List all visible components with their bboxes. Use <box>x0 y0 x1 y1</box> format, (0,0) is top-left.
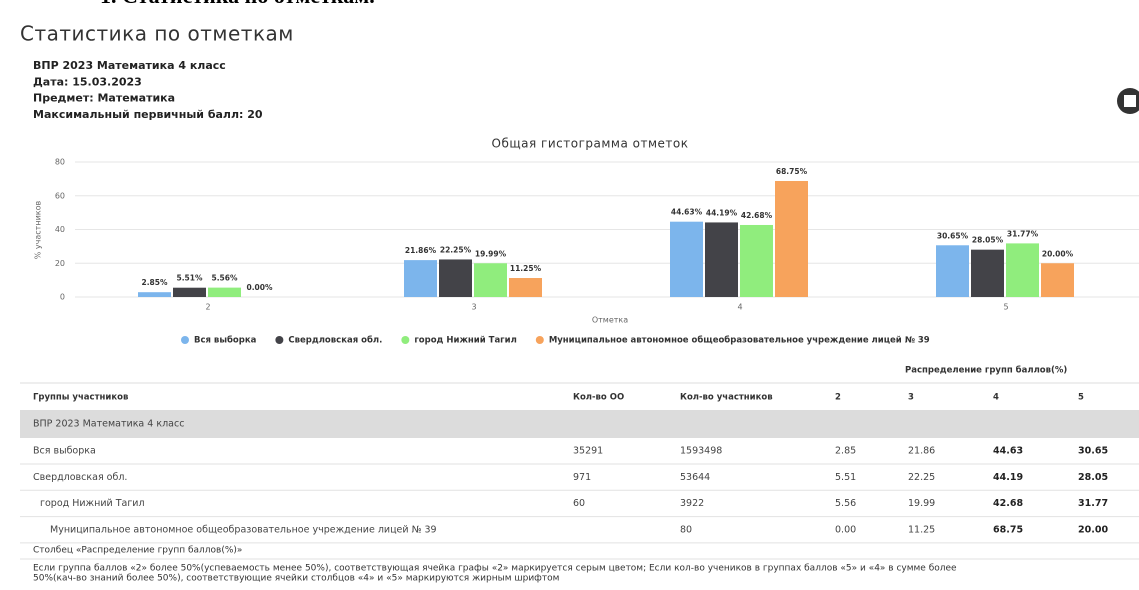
bar <box>971 249 1004 297</box>
bar <box>1041 263 1074 297</box>
table-cell: 42.68 <box>993 498 1023 509</box>
note: Столбец «Распределение групп баллов(%)» <box>33 546 242 556</box>
bar <box>705 222 738 297</box>
bar <box>1006 243 1039 297</box>
value-label: 21.86% <box>405 246 437 255</box>
table-cell: 30.65 <box>1078 446 1108 457</box>
table-cell: 21.86 <box>908 446 935 457</box>
table-cell: 44.63 <box>993 446 1023 457</box>
column-header: 2 <box>835 393 841 403</box>
bar <box>474 263 507 297</box>
info-line: ВПР 2023 Математика 4 класс <box>33 59 226 72</box>
y-tick-label: 0 <box>60 293 65 302</box>
x-tick-label: 5 <box>1003 303 1008 312</box>
section-label: ВПР 2023 Математика 4 класс <box>33 419 184 430</box>
page-title: Статистика по отметкам <box>20 22 294 46</box>
table-cell: 35291 <box>573 446 603 457</box>
table-cell: 68.75 <box>993 524 1023 535</box>
legend-marker <box>535 336 544 344</box>
legend-label: город Нижний Тагил <box>414 336 516 346</box>
value-label: 2.85% <box>141 278 168 287</box>
bar <box>670 221 703 297</box>
table-cell: 28.05 <box>1078 472 1108 483</box>
legend-marker <box>401 336 410 344</box>
legend-marker <box>181 336 189 344</box>
value-label: 31.77% <box>1007 229 1039 238</box>
x-axis-label: Отметка <box>592 316 628 325</box>
column-header: 5 <box>1078 393 1084 403</box>
note: 50%(кач-во знаний более 50%), соответств… <box>33 574 559 584</box>
table-cell: 1593498 <box>680 446 722 457</box>
column-header: Кол-во участников <box>680 393 773 403</box>
value-label: 44.63% <box>671 208 703 217</box>
column-header: Кол-во ОО <box>573 393 624 403</box>
table-cell: 53644 <box>680 472 710 483</box>
value-label: 68.75% <box>776 167 808 176</box>
bar <box>740 224 773 297</box>
bar <box>173 287 206 297</box>
value-label: 19.99% <box>475 249 507 258</box>
value-label: 42.68% <box>741 211 773 220</box>
x-tick-label: 3 <box>471 303 476 312</box>
table-cell: 80 <box>680 524 692 535</box>
value-label: 5.56% <box>211 274 238 283</box>
table-cell: 11.25 <box>908 524 935 535</box>
info-line: Максимальный первичный балл: 20 <box>33 108 263 121</box>
table-cell: 20.00 <box>1078 524 1108 535</box>
column-header: 3 <box>908 393 914 403</box>
bar <box>775 180 808 297</box>
group-header: Распределение групп баллов(%) <box>905 365 1067 376</box>
table-cell: 5.56 <box>835 498 856 509</box>
doc-heading: 1. Статистика по отметкам. <box>100 0 375 8</box>
value-label: 22.25% <box>440 245 472 254</box>
value-label: 5.51% <box>176 274 203 283</box>
x-tick-label: 2 <box>205 303 210 312</box>
value-label: 0.00% <box>246 283 273 292</box>
legend-label: Свердловская обл. <box>288 335 382 346</box>
bar <box>439 259 472 297</box>
bar <box>936 245 969 297</box>
table-cell: 3922 <box>680 498 704 509</box>
info-line: Предмет: Математика <box>33 92 175 105</box>
table-cell: 971 <box>573 472 591 483</box>
legend-marker <box>275 336 284 344</box>
y-tick-label: 20 <box>55 259 65 268</box>
chart-title: Общая гистограмма отметок <box>492 137 689 151</box>
table-cell: Вся выборка <box>33 446 96 457</box>
table-cell: 44.19 <box>993 472 1023 483</box>
value-label: 44.19% <box>706 208 738 217</box>
legend-label: Вся выборка <box>194 335 257 346</box>
table-cell: 60 <box>573 498 585 509</box>
y-axis-label: % участников <box>34 200 43 259</box>
table-cell: 5.51 <box>835 472 856 483</box>
table-cell: 2.85 <box>835 446 856 457</box>
table-cell: 19.99 <box>908 498 935 509</box>
column-header: 4 <box>993 393 999 403</box>
table-cell: 0.00 <box>835 524 856 535</box>
value-label: 30.65% <box>937 231 969 240</box>
section-row <box>20 410 1139 438</box>
note: Если группа баллов «2» более 50%(успевае… <box>33 564 957 574</box>
column-header: Группы участников <box>33 393 128 403</box>
bar <box>404 260 437 297</box>
value-label: 11.25% <box>510 264 542 273</box>
table-cell: Муниципальное автономное общеобразовател… <box>50 524 437 535</box>
y-tick-label: 80 <box>55 158 65 167</box>
y-tick-label: 60 <box>55 191 65 200</box>
bar <box>138 292 171 297</box>
save-icon[interactable] <box>1124 95 1136 107</box>
bar <box>509 278 542 297</box>
x-tick-label: 4 <box>737 303 742 312</box>
bar <box>208 287 241 297</box>
y-tick-label: 40 <box>55 225 65 234</box>
table-cell: город Нижний Тагил <box>40 498 145 509</box>
value-label: 28.05% <box>972 236 1004 245</box>
legend-label: Муниципальное автономное общеобразовател… <box>549 335 930 346</box>
value-label: 20.00% <box>1042 249 1074 258</box>
table-cell: 31.77 <box>1078 498 1108 509</box>
table-cell: 22.25 <box>908 472 935 483</box>
info-line: Дата: 15.03.2023 <box>33 75 142 88</box>
table-cell: Свердловская обл. <box>33 472 127 483</box>
